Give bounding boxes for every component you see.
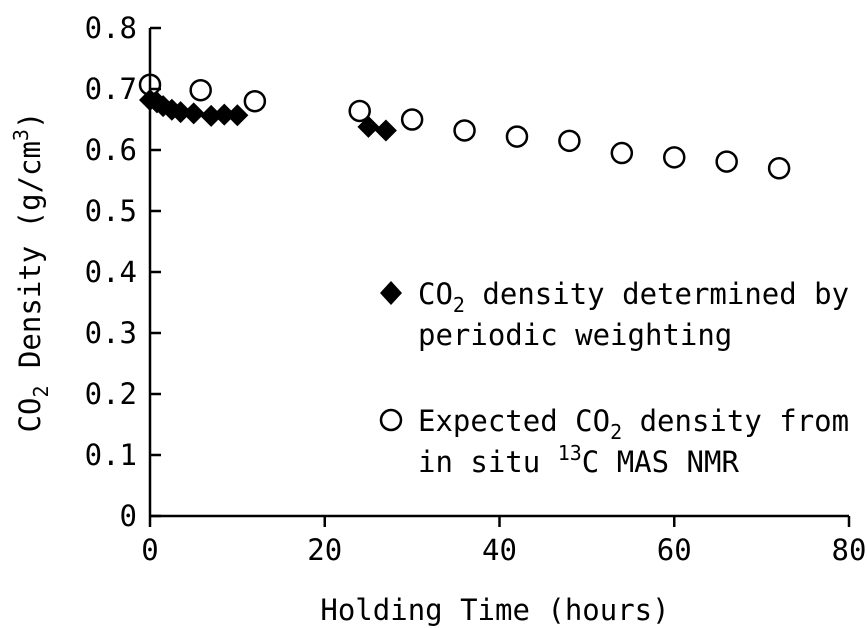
data-point-diamond: [182, 102, 205, 125]
data-marks: [138, 73, 791, 180]
y-tick-label: 0.3: [85, 316, 137, 350]
y-axis-label-sup: 3: [9, 129, 33, 141]
y-tick-label: 0.8: [85, 11, 137, 45]
data-point-diamond: [200, 104, 223, 127]
legend-entry-1-line-1: CO2 density determined by: [418, 277, 849, 317]
y-tick-label: 0.5: [85, 194, 137, 228]
legend: CO2 density determined by periodic weigh…: [379, 277, 849, 479]
y-tick-label: 0.6: [85, 133, 137, 167]
legend-entry-2-line-2: in situ 13C MAS NMR: [418, 441, 739, 479]
data-point-diamond: [226, 104, 249, 127]
data-point-diamond: [169, 101, 192, 124]
legend-entry-2-pre: Expected CO: [418, 404, 610, 438]
data-point-circle: [663, 146, 686, 169]
x-tick-label: 60: [657, 533, 692, 567]
data-point-circle: [767, 157, 791, 180]
data-point-diamond: [357, 115, 380, 138]
y-axis-label-pre: CO: [13, 398, 47, 433]
legend-entry-2-line-2-pre: in situ: [418, 445, 558, 479]
legend-entry-1-pre: CO: [418, 277, 453, 311]
y-tick-label: 0.1: [85, 438, 137, 472]
y-tick-label: 0: [120, 499, 137, 533]
legend-entry-2-line-2-sup: 13: [558, 441, 582, 465]
y-axis-label-mid: Density (g/cm: [13, 141, 47, 385]
legend-entry-2-post: density from: [622, 404, 849, 438]
data-point-circle: [400, 108, 424, 131]
data-point-circle: [243, 89, 267, 113]
data-point-circle: [348, 99, 371, 123]
x-tick-label: 80: [832, 533, 867, 567]
data-point-diamond: [213, 103, 236, 126]
y-axis-label: CO2 Density (g/cm3): [9, 112, 53, 433]
data-point-circle: [505, 125, 529, 148]
legend-marker-diamond: [380, 281, 402, 305]
y-tick-label: 0.2: [85, 377, 137, 411]
legend-entry-2-line-1: Expected CO2 density from: [418, 404, 849, 444]
data-point-circle: [138, 73, 162, 96]
y-tick-label: 0.7: [85, 72, 137, 106]
data-point-circle: [715, 150, 738, 173]
legend-entry-2-line-2-post: C MAS NMR: [582, 445, 740, 479]
x-tick-label: 40: [482, 533, 517, 567]
axes: [148, 28, 849, 518]
x-axis-label: Holding Time (hours): [320, 593, 669, 627]
legend-entry-1-line-2: periodic weighting: [418, 318, 732, 352]
y-axis-label-post: ): [13, 112, 47, 129]
y-axis-label-sub: 2: [29, 385, 53, 397]
y-tick-label: 0.4: [85, 255, 137, 289]
legend-entry-1-sub: 2: [453, 293, 465, 317]
legend-entry-1-post: density determined by: [465, 277, 849, 311]
data-point-circle: [189, 78, 212, 102]
legend-entry-2-sub: 2: [610, 420, 622, 444]
data-point-diamond: [374, 119, 397, 142]
ticks: [148, 26, 851, 527]
x-tick-label: 0: [141, 533, 158, 567]
x-tick-label: 20: [307, 533, 342, 567]
data-point-circle: [453, 119, 476, 142]
tick-labels: 0 20 40 60 80 0 0.1 0.2 0.3 0.4 0.5 0.6 0.7 0.8: [85, 11, 867, 567]
legend-marker-circle: [379, 408, 403, 432]
data-point-circle: [610, 141, 634, 165]
data-point-circle: [558, 129, 581, 153]
